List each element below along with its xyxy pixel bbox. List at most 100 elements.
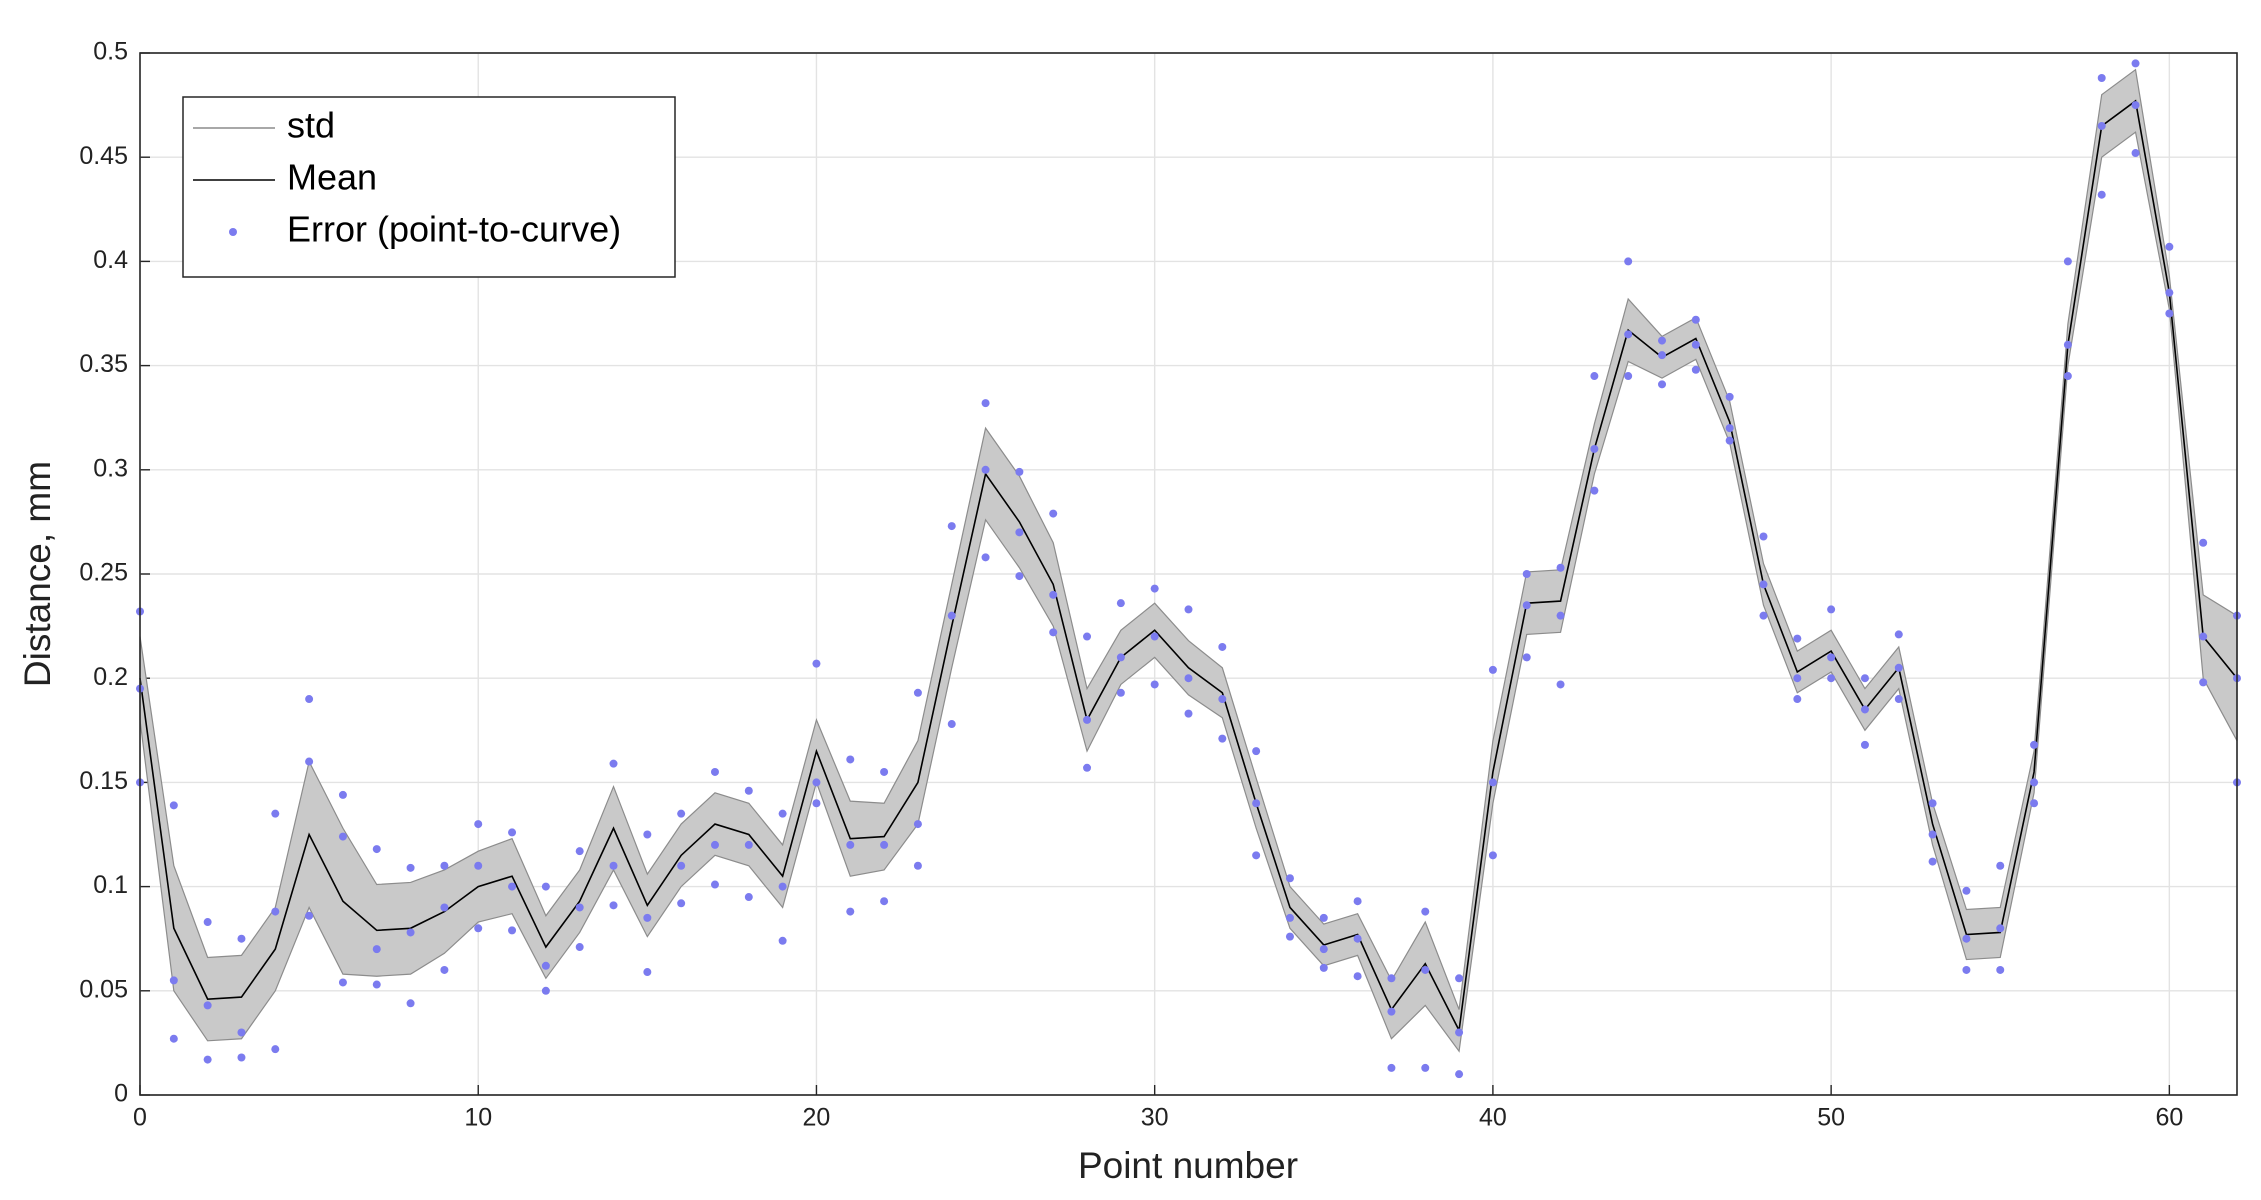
error-point [1962, 965, 1971, 974]
error-point [541, 882, 550, 891]
error-point [2030, 799, 2039, 808]
error-point [1218, 695, 1227, 704]
error-point [710, 767, 719, 776]
y-tick-label: 0.35 [79, 350, 128, 378]
error-point [1624, 372, 1633, 381]
error-point [1387, 1007, 1396, 1016]
error-point [2199, 678, 2208, 687]
error-point [1083, 715, 1092, 724]
error-point [541, 961, 550, 970]
error-point [406, 999, 415, 1008]
error-point [643, 968, 652, 977]
error-point [2199, 538, 2208, 547]
error-point [880, 767, 889, 776]
error-point [474, 820, 483, 829]
error-point [1624, 257, 1633, 266]
error-point [1488, 778, 1497, 787]
error-point [237, 1053, 246, 1062]
y-tick-label: 0.15 [79, 767, 128, 795]
error-point [169, 801, 178, 810]
error-point [1860, 740, 1869, 749]
legend-label: Mean [287, 157, 377, 198]
error-point [609, 901, 618, 910]
error-point [338, 832, 347, 841]
error-point [1556, 680, 1565, 689]
error-point [237, 1028, 246, 1037]
error-point [710, 880, 719, 889]
y-tick-label: 0.3 [93, 454, 128, 482]
error-point [1590, 444, 1599, 453]
error-point [643, 830, 652, 839]
legend-marker [229, 228, 237, 236]
error-point [1725, 392, 1734, 401]
legend-box [182, 96, 676, 278]
error-point [677, 899, 686, 908]
error-point [1015, 467, 1024, 476]
error-point [1049, 590, 1058, 599]
error-point [1556, 611, 1565, 620]
axes-box [139, 52, 2238, 1096]
error-point [1894, 695, 1903, 704]
error-point [203, 1055, 212, 1064]
error-point [2063, 257, 2072, 266]
error-point [1184, 709, 1193, 718]
error-point [1827, 605, 1836, 614]
error-point [1455, 974, 1464, 983]
legend-label: Error (point-to-curve) [287, 209, 621, 250]
error-point [1793, 674, 1802, 683]
error-point [203, 918, 212, 927]
error-point [880, 897, 889, 906]
error-point [744, 786, 753, 795]
error-point [1049, 628, 1058, 637]
error-point [846, 840, 855, 849]
x-tick-label: 40 [1479, 1104, 1507, 1132]
error-point [2097, 121, 2106, 130]
error-point [1252, 851, 1261, 860]
error-point [1962, 934, 1971, 943]
error-point [1522, 653, 1531, 662]
y-tick-label: 0.2 [93, 663, 128, 691]
error-point [440, 903, 449, 912]
error-point [1928, 830, 1937, 839]
error-point [1083, 763, 1092, 772]
error-point [575, 903, 584, 912]
error-point [1522, 570, 1531, 578]
error-point [1252, 799, 1261, 808]
error-point [1691, 365, 1700, 374]
error-point [1083, 632, 1092, 641]
error-point [981, 465, 990, 474]
error-point [913, 820, 922, 829]
error-point [744, 893, 753, 902]
error-point [981, 553, 990, 562]
error-point [846, 907, 855, 916]
error-point [372, 945, 381, 954]
error-point [1421, 1063, 1430, 1072]
error-point [2131, 59, 2140, 68]
error-point [372, 980, 381, 989]
error-point [237, 934, 246, 943]
error-point [1996, 965, 2005, 974]
error-point [1184, 605, 1193, 614]
error-point [2165, 309, 2174, 318]
error-point [1759, 532, 1768, 541]
error-point [1658, 380, 1667, 389]
error-point [1150, 632, 1159, 641]
y-axis-label: Distance, mm [17, 461, 58, 687]
error-point [677, 861, 686, 870]
error-point [1658, 336, 1667, 345]
error-point [2165, 288, 2174, 297]
error-point [1522, 601, 1531, 610]
error-point [1455, 1028, 1464, 1037]
error-point [981, 399, 990, 408]
error-point [1658, 351, 1667, 360]
error-point [1116, 688, 1125, 697]
error-point [2165, 242, 2174, 251]
mean-line [139, 99, 2238, 1034]
x-tick-label: 30 [1141, 1104, 1169, 1132]
error-point [575, 847, 584, 856]
y-tick-label: 0.05 [79, 975, 128, 1003]
error-point [1691, 340, 1700, 349]
error-point [1691, 315, 1700, 324]
error-point [508, 926, 517, 935]
error-point [812, 799, 821, 808]
